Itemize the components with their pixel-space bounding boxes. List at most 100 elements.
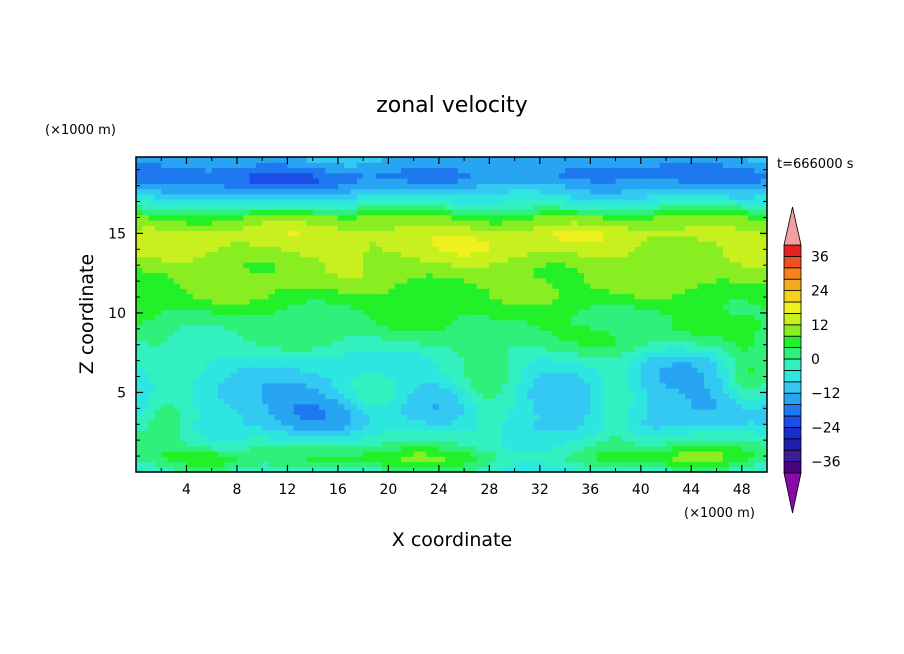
heatmap-cell xyxy=(413,214,421,221)
heatmap-cell xyxy=(621,225,629,232)
heatmap-cell xyxy=(306,246,314,253)
heatmap-cell xyxy=(653,382,661,389)
heatmap-cell xyxy=(356,178,364,184)
heatmap-cell xyxy=(476,409,484,415)
heatmap-cell xyxy=(281,451,289,457)
heatmap-cell xyxy=(539,440,547,447)
heatmap-cell xyxy=(640,293,648,300)
heatmap-cell xyxy=(501,214,509,221)
heatmap-cell xyxy=(142,172,150,179)
heatmap-cell xyxy=(483,361,490,368)
heatmap-cell xyxy=(268,188,276,195)
heatmap-cell xyxy=(558,230,566,237)
heatmap-cell xyxy=(653,162,661,169)
heatmap-cell xyxy=(476,398,484,405)
heatmap-cell xyxy=(199,241,207,247)
heatmap-cell xyxy=(356,272,364,279)
heatmap-cell xyxy=(571,178,579,184)
heatmap-cell xyxy=(647,277,655,284)
heatmap-cell xyxy=(356,309,364,316)
heatmap-cell xyxy=(476,430,484,436)
heatmap-cell xyxy=(205,335,213,342)
heatmap-cell xyxy=(426,393,434,400)
heatmap-cell xyxy=(596,183,604,190)
heatmap-cell xyxy=(539,283,547,289)
heatmap-cell xyxy=(483,298,490,305)
heatmap-cell xyxy=(375,325,383,331)
heatmap-cell xyxy=(186,235,194,242)
heatmap-cell xyxy=(192,393,200,400)
heatmap-cell xyxy=(199,309,207,316)
heatmap-cell xyxy=(337,319,345,326)
heatmap-cell xyxy=(470,356,478,363)
heatmap-cell xyxy=(401,157,408,163)
heatmap-cell xyxy=(533,461,541,468)
heatmap-cell xyxy=(457,172,465,179)
heatmap-cell xyxy=(495,409,503,415)
heatmap-cell xyxy=(596,325,604,331)
heatmap-cell xyxy=(609,235,617,242)
heatmap-cell xyxy=(274,272,282,279)
heatmap-cell xyxy=(363,314,371,321)
heatmap-cell xyxy=(255,461,263,468)
heatmap-cell xyxy=(255,293,263,300)
heatmap-cell xyxy=(300,193,307,200)
heatmap-cell xyxy=(483,251,490,258)
heatmap-cell xyxy=(224,440,232,447)
heatmap-cell xyxy=(527,335,535,342)
heatmap-cell xyxy=(476,372,484,379)
heatmap-cell xyxy=(325,199,333,205)
heatmap-cell xyxy=(186,382,194,389)
heatmap-cell xyxy=(318,445,326,452)
heatmap-cell xyxy=(501,251,509,258)
heatmap-cell xyxy=(325,204,333,211)
heatmap-cell xyxy=(596,367,604,373)
heatmap-cell xyxy=(363,435,371,442)
heatmap-cell xyxy=(375,398,383,405)
heatmap-cell xyxy=(628,398,636,405)
heatmap-cell xyxy=(218,367,225,373)
heatmap-cell xyxy=(211,167,219,174)
heatmap-cell xyxy=(356,256,364,263)
heatmap-cell xyxy=(192,298,200,305)
heatmap-cell xyxy=(350,235,358,242)
heatmap-cell xyxy=(224,361,232,368)
heatmap-cell xyxy=(533,157,541,163)
heatmap-cell xyxy=(262,314,270,321)
heatmap-cell xyxy=(401,440,408,447)
heatmap-cell xyxy=(287,451,295,457)
heatmap-cell xyxy=(432,193,440,200)
heatmap-cell xyxy=(565,209,572,216)
heatmap-cell xyxy=(331,288,339,295)
heatmap-cell xyxy=(274,256,282,263)
heatmap-cell xyxy=(615,246,623,253)
heatmap-cell xyxy=(602,346,610,352)
heatmap-cell xyxy=(375,277,383,284)
heatmap-cell xyxy=(274,288,282,295)
heatmap-cell xyxy=(438,388,446,394)
heatmap-cell xyxy=(173,298,181,305)
heatmap-cell xyxy=(584,335,591,342)
heatmap-cell xyxy=(621,419,629,426)
heatmap-cell xyxy=(527,235,535,242)
heatmap-cell xyxy=(476,199,484,205)
heatmap-cell xyxy=(148,288,156,295)
heatmap-cell xyxy=(539,193,547,200)
heatmap-cell xyxy=(218,435,225,442)
heatmap-cell xyxy=(300,367,307,373)
heatmap-cell xyxy=(546,199,554,205)
heatmap-cell xyxy=(268,235,276,242)
heatmap-cell xyxy=(293,220,301,226)
heatmap-cell xyxy=(571,393,579,400)
heatmap-cell xyxy=(546,277,554,284)
heatmap-cell xyxy=(356,466,364,473)
heatmap-cell xyxy=(356,267,364,274)
heatmap-cell xyxy=(192,288,200,295)
heatmap-cell xyxy=(634,293,642,300)
heatmap-cell xyxy=(205,188,213,195)
heatmap-cell xyxy=(419,251,427,258)
heatmap-cell xyxy=(249,204,257,211)
heatmap-cell xyxy=(584,262,591,268)
heatmap-cell xyxy=(369,209,377,216)
heatmap-cell xyxy=(609,466,617,473)
